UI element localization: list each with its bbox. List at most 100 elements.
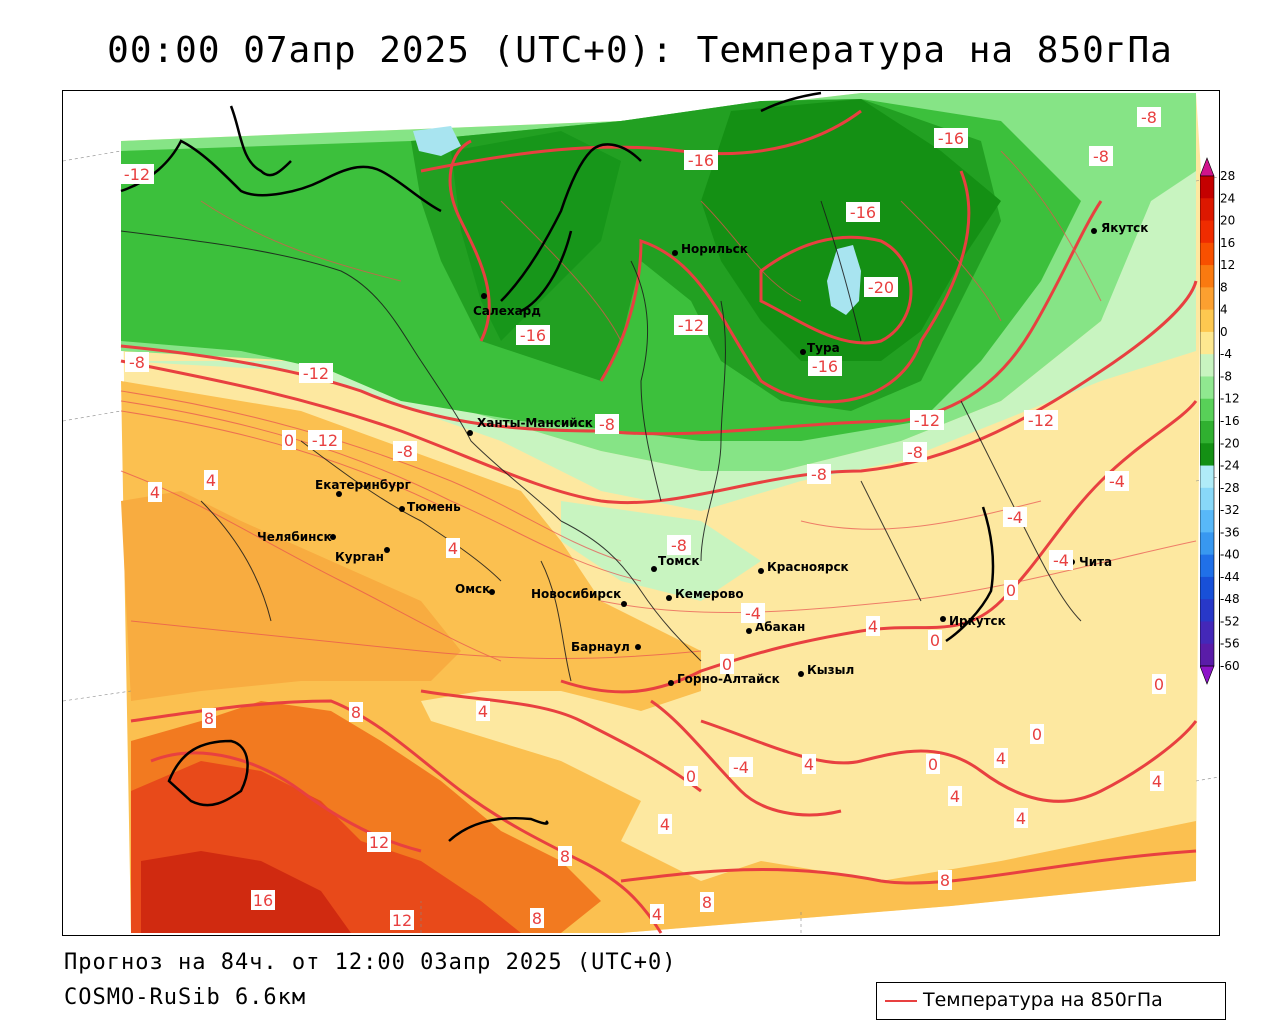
isotherm-label-bg bbox=[516, 325, 550, 345]
isotherm-label-bg bbox=[948, 786, 962, 806]
isotherm-label: -12 bbox=[303, 364, 329, 383]
band-red-dark bbox=[141, 851, 351, 933]
isotherm-label-bg bbox=[1105, 471, 1129, 491]
isotherm-label: 8 bbox=[351, 703, 361, 722]
isotherm-label-bg bbox=[558, 846, 572, 866]
isotherm-label: 4 bbox=[950, 787, 960, 806]
isotherm-label: -4 bbox=[745, 604, 761, 623]
colorbar-swatch bbox=[1200, 510, 1214, 533]
colorbar-swatch bbox=[1200, 487, 1214, 511]
isotherm-label: 4 bbox=[150, 483, 160, 502]
isotherm-label-bg bbox=[994, 748, 1008, 768]
band-green-pale-2 bbox=[561, 501, 761, 601]
isotherm-label: -20 bbox=[868, 278, 894, 297]
city-markers: Салехард Норильск Якутск Тура Ханты-Манс… bbox=[257, 221, 1148, 686]
colorbar-swatch bbox=[1200, 176, 1214, 199]
isotherm-label: 0 bbox=[930, 631, 940, 650]
colorbar-tick-label: -12 bbox=[1220, 392, 1240, 406]
isotherm-label-bg bbox=[204, 470, 218, 490]
isotherm-label: 4 bbox=[1016, 809, 1026, 828]
city-label: Горно-Алтайск bbox=[677, 672, 780, 686]
lake-central bbox=[827, 245, 861, 315]
city-label: Якутск bbox=[1101, 221, 1148, 235]
colorbar-tick-label: 4 bbox=[1220, 303, 1228, 317]
map-title: 00:00 07апр 2025 (UTC+0): Температура на… bbox=[107, 30, 1173, 71]
isotherm-label: 4 bbox=[652, 905, 662, 924]
isotherm-label: 12 bbox=[369, 833, 389, 852]
isotherm-label: 4 bbox=[1152, 772, 1162, 791]
isotherm-label-bg bbox=[658, 814, 672, 834]
isotherm-label: -4 bbox=[1007, 508, 1023, 527]
isotherm-label-bg bbox=[864, 277, 898, 297]
city-label: Челябинск bbox=[257, 530, 332, 544]
colorbar-tick-label: -4 bbox=[1220, 347, 1232, 361]
isotherm-label: 4 bbox=[804, 755, 814, 774]
isotherm-label: 12 bbox=[392, 911, 412, 930]
city-label: Омск bbox=[455, 582, 490, 596]
isotherm-label-bg bbox=[282, 430, 296, 450]
colorbar-tick-label: -32 bbox=[1220, 503, 1240, 517]
isotherm-label: 16 bbox=[253, 891, 273, 910]
isotherm-label: 8 bbox=[204, 709, 214, 728]
isotherm-label-bg bbox=[1049, 550, 1073, 570]
isotherm-label-bg bbox=[674, 315, 708, 335]
isotherm-label-bg bbox=[1004, 580, 1018, 600]
colorbar-swatch bbox=[1200, 532, 1214, 556]
colorbar-swatch bbox=[1200, 242, 1214, 266]
isotherm-label-bg bbox=[446, 538, 460, 558]
isotherm-label-bg bbox=[1003, 507, 1027, 527]
isotherm-label-bg bbox=[367, 832, 391, 852]
colorbar-tick-label: -48 bbox=[1220, 592, 1240, 606]
colorbar-tick-label: -8 bbox=[1220, 369, 1232, 383]
isotherm-label: 4 bbox=[478, 702, 488, 721]
isotherm-label: -8 bbox=[907, 443, 923, 462]
colorbar-swatch bbox=[1200, 376, 1214, 400]
isotherm-label-bg bbox=[1030, 724, 1044, 744]
isotherm-label-bg bbox=[729, 757, 753, 777]
isotherm-label: 4 bbox=[868, 617, 878, 636]
city-label: Норильск bbox=[681, 242, 748, 256]
city-label: Тюмень bbox=[407, 500, 461, 514]
isotherm-label: -16 bbox=[812, 357, 838, 376]
city-label: Новосибирск bbox=[531, 587, 621, 601]
colorbar-swatch bbox=[1200, 465, 1214, 489]
city-label: Тура bbox=[807, 341, 840, 355]
colorbar-tick-label: -20 bbox=[1220, 436, 1240, 450]
colorbar-swatch bbox=[1200, 220, 1214, 244]
isotherm-label: -8 bbox=[129, 353, 145, 372]
isotherm-label-bg bbox=[530, 908, 544, 928]
isotherm-label-bg bbox=[1137, 107, 1161, 127]
isotherm-label: 0 bbox=[1006, 581, 1016, 600]
isotherm-label: 4 bbox=[996, 749, 1006, 768]
isotherm-label: 0 bbox=[722, 655, 732, 674]
isotherm-label: 8 bbox=[940, 871, 950, 890]
colorbar-swatch bbox=[1200, 265, 1214, 288]
city-label: Красноярск bbox=[767, 560, 849, 574]
isotherm-label-bg bbox=[866, 616, 880, 636]
isotherm-label-bg bbox=[1152, 674, 1166, 694]
isotherm-label-bg bbox=[1089, 146, 1113, 166]
isotherm-label: -8 bbox=[811, 465, 827, 484]
city-label: Екатеринбург bbox=[315, 478, 411, 492]
isotherm-label: -12 bbox=[678, 316, 704, 335]
isotherm-label-bg bbox=[903, 442, 927, 462]
colorbar-tick-label: -36 bbox=[1220, 525, 1240, 539]
isotherm-label: -16 bbox=[520, 326, 546, 345]
isotherm-label-bg bbox=[308, 430, 342, 450]
isotherm-label: 4 bbox=[206, 471, 216, 490]
colorbar-tick-label: 12 bbox=[1220, 258, 1235, 272]
isotherm-label: -4 bbox=[733, 758, 749, 777]
colorbar-tick-label: -28 bbox=[1220, 481, 1240, 495]
isotherm-label-bg bbox=[741, 603, 765, 623]
isotherm-label-bg bbox=[1024, 410, 1058, 430]
isotherm-label: -8 bbox=[1141, 108, 1157, 127]
isotherm-label: 0 bbox=[284, 431, 294, 450]
isotherm-label: 0 bbox=[1154, 675, 1164, 694]
forecast-info: Прогноз на 84ч. от 12:00 03апр 2025 (UTC… bbox=[64, 950, 677, 975]
colorbar-tick-label: -44 bbox=[1220, 570, 1240, 584]
isotherm-label: -12 bbox=[914, 411, 940, 430]
isotherm-label: -8 bbox=[1093, 147, 1109, 166]
colorbar-swatch bbox=[1200, 621, 1214, 645]
isotherm-label: 8 bbox=[532, 909, 542, 928]
isotherm-label: -8 bbox=[671, 536, 687, 555]
